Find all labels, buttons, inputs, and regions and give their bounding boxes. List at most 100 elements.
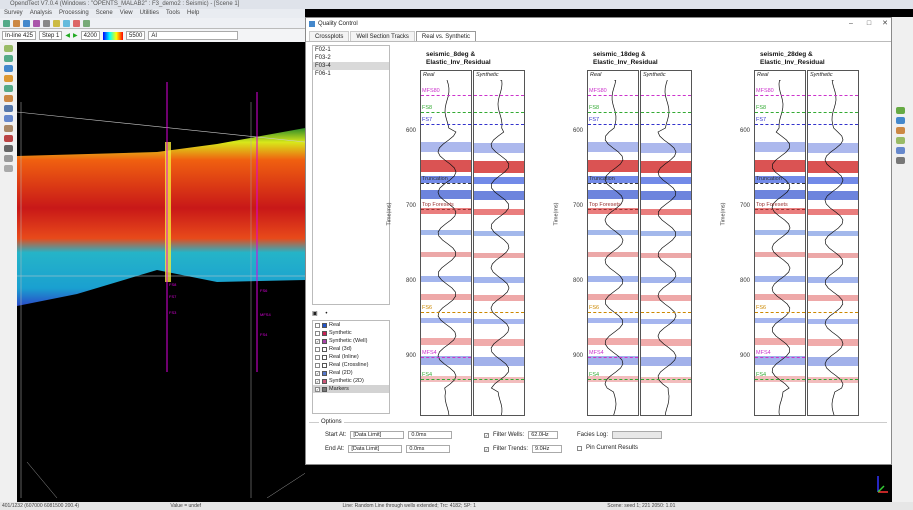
layer-item[interactable]: Real (313, 321, 389, 329)
measure-icon[interactable] (4, 125, 13, 132)
directional-light-icon[interactable] (4, 155, 13, 162)
layer-item[interactable]: ✓ Markers (313, 385, 389, 393)
layer-label: Real (329, 322, 341, 328)
filter-trends-checkbox[interactable]: ✓ (484, 446, 489, 452)
maximize-button[interactable]: □ (866, 20, 872, 27)
menu-help[interactable]: Help (187, 10, 200, 16)
home-icon[interactable] (4, 65, 13, 72)
marker-line: Top Foresets (588, 202, 638, 210)
marker-line (474, 95, 524, 96)
3d-scene-view[interactable]: FS8 FS7 FS6 MFS4 FS4 FS3 (17, 42, 305, 498)
marker-line: FS7 (588, 117, 638, 125)
view-icon[interactable] (4, 45, 13, 52)
menu-scene[interactable]: Scene (95, 10, 113, 16)
fault-icon[interactable] (43, 20, 50, 27)
arrow-left-icon[interactable]: ◀ (65, 33, 71, 39)
menu-tools[interactable]: Tools (165, 10, 180, 16)
well-list-item[interactable]: F03-4 (313, 62, 389, 70)
track-header: Synthetic (476, 72, 499, 78)
filter-trends-field[interactable]: 9.0Hz (532, 445, 563, 453)
layer-item[interactable]: Synthetic (313, 329, 389, 337)
menu-processing[interactable]: Processing (59, 10, 89, 16)
menu-utilities[interactable]: Utilities (139, 10, 159, 16)
well-marker-label: MFS4 (260, 312, 271, 317)
interact-icon[interactable] (4, 55, 13, 62)
tab-well-section-tracks[interactable]: Well Section Tracks (350, 31, 415, 41)
well-icon[interactable] (23, 20, 30, 27)
chart-icon[interactable] (73, 20, 80, 27)
end-at-value-field[interactable]: 0.0ms (406, 445, 451, 453)
filter-wells-field[interactable]: 62.0Hz (528, 431, 559, 439)
layer-checkbox[interactable] (315, 330, 320, 336)
dock-tool-icon[interactable] (896, 107, 905, 114)
dock-tool-icon[interactable] (896, 137, 905, 144)
well-list-item[interactable]: F06-1 (315, 71, 331, 77)
colorbar-icon[interactable] (103, 31, 123, 40)
facies-log-select[interactable] (612, 431, 663, 439)
survey-icon[interactable] (3, 20, 10, 27)
layer-checkbox[interactable]: ✓ (315, 386, 320, 392)
tab-real-vs-synthetic[interactable]: Real vs. Synthetic (415, 31, 476, 41)
layer-item[interactable]: Real (Inline) (313, 353, 389, 361)
inline-selector[interactable]: In-line 425 (2, 31, 37, 40)
layer-list: Real Synthetic ✓ Synthetic (Well) Real (3… (312, 320, 390, 414)
range-end-field[interactable]: 5500 (126, 31, 146, 40)
menu-view[interactable]: View (119, 10, 133, 16)
layer-checkbox[interactable]: ✓ (315, 338, 320, 344)
select-icon[interactable] (4, 115, 13, 122)
marker-line (641, 112, 691, 113)
menu-survey[interactable]: Survey (4, 10, 23, 16)
layer-label: Markers (329, 386, 349, 392)
close-button[interactable]: ✕ (882, 20, 888, 27)
attribute-icon[interactable] (13, 20, 20, 27)
layer-checkbox[interactable]: ✓ (315, 370, 320, 376)
rotate-icon[interactable] (4, 95, 13, 102)
marker-line: MFS80 (421, 88, 471, 96)
dock-tool-icon[interactable] (896, 117, 905, 124)
dock-tool-icon[interactable] (896, 147, 905, 154)
dock-tool-icon[interactable] (896, 157, 905, 164)
marker-line: MFS80 (588, 88, 638, 96)
layer-checkbox[interactable] (315, 322, 320, 328)
options-title: Options (319, 419, 344, 425)
layer-item[interactable]: ✓ Real (2D) (313, 369, 389, 377)
camera-icon[interactable] (4, 145, 13, 152)
select-all-icon[interactable]: ▣ (312, 311, 318, 317)
layer-checkbox[interactable]: ✓ (315, 378, 320, 384)
end-at-mode-select[interactable]: [Data Limit] (348, 445, 403, 453)
pick-icon[interactable] (53, 20, 60, 27)
pin-results-checkbox[interactable] (577, 445, 582, 451)
horizon-icon[interactable] (33, 20, 40, 27)
layer-item[interactable]: ✓ Synthetic (2D) (313, 377, 389, 385)
settings-icon[interactable] (4, 165, 13, 172)
range-start-field[interactable]: 4200 (80, 31, 100, 40)
well-list-item[interactable]: F02-1 (315, 47, 331, 53)
snapshot-icon[interactable] (4, 135, 13, 142)
body-icon[interactable] (63, 20, 70, 27)
perspective-icon[interactable] (4, 105, 13, 112)
layer-item[interactable]: Real (Crossline) (313, 361, 389, 369)
menu-analysis[interactable]: Analysis (29, 10, 53, 16)
marker-line (474, 112, 524, 113)
zoom-icon[interactable] (4, 75, 13, 82)
export-icon[interactable] (83, 20, 90, 27)
layer-item[interactable]: ✓ Synthetic (Well) (313, 337, 389, 345)
real-track: Real MFS80 FS8 FS7 Truncation Top Forese… (587, 70, 639, 416)
dock-tool-icon[interactable] (896, 127, 905, 134)
layer-checkbox[interactable] (315, 362, 320, 368)
pan-icon[interactable] (4, 85, 13, 92)
arrow-right-icon[interactable]: ▶ (73, 33, 78, 39)
filter-wells-checkbox[interactable]: ✓ (484, 432, 489, 438)
step-selector[interactable]: Step 1 (39, 31, 63, 40)
layer-item[interactable]: Real (3d) (313, 345, 389, 353)
tab-crossplots[interactable]: Crossplots (309, 31, 350, 41)
start-at-value-field[interactable]: 0.0ms (408, 431, 453, 439)
well-list-item[interactable]: F03-2 (315, 55, 331, 61)
attribute-selector[interactable]: AI (148, 31, 239, 40)
layer-checkbox[interactable] (315, 346, 320, 352)
minimize-button[interactable]: – (849, 20, 853, 27)
seismic-section-image (17, 82, 305, 498)
layer-checkbox[interactable] (315, 354, 320, 360)
deselect-icon[interactable]: • (325, 311, 328, 317)
start-at-mode-select[interactable]: [Data Limit] (350, 431, 405, 439)
